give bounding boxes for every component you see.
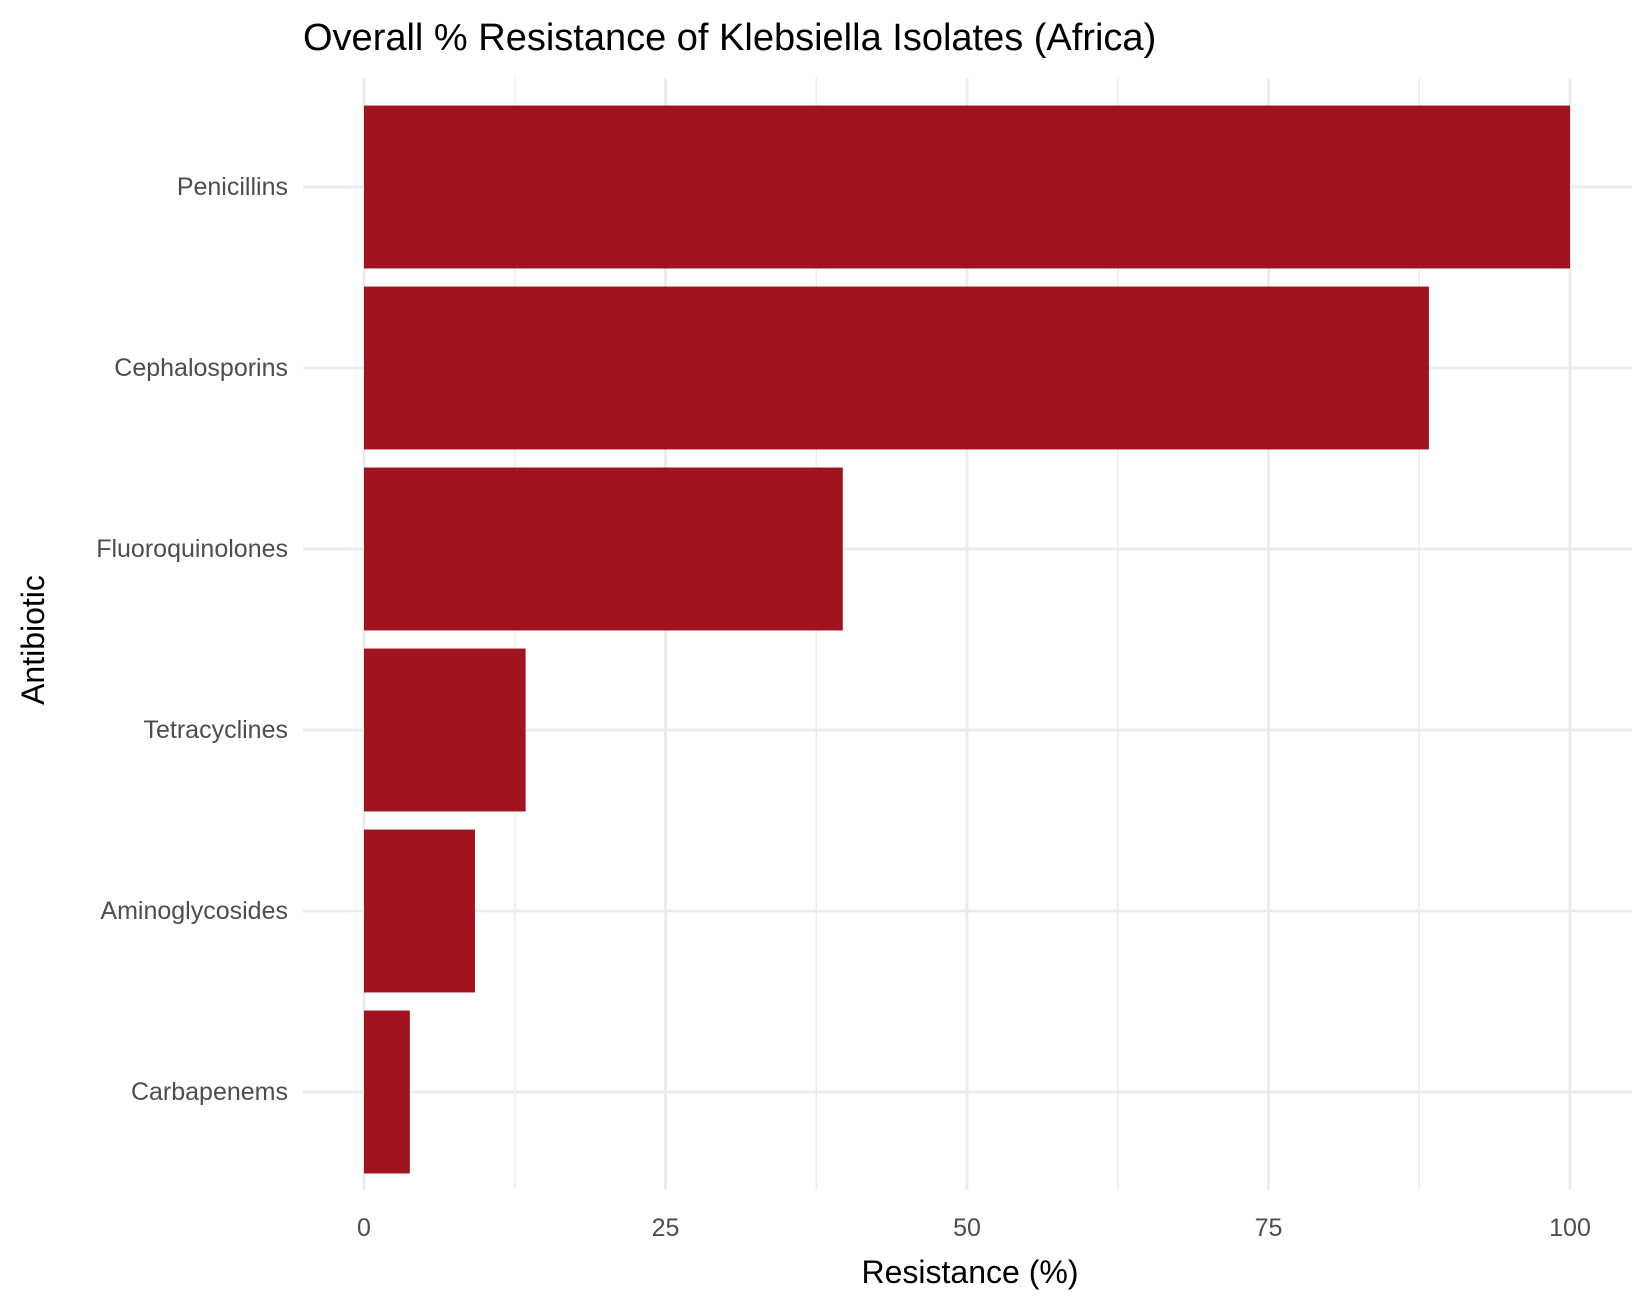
bar-penicillins (364, 105, 1570, 269)
bars (364, 105, 1570, 1174)
y-tick-label: Carbapenems (131, 1078, 288, 1106)
x-tick-label: 25 (652, 1214, 680, 1242)
y-axis-tick-labels: Penicillins Cephalosporins Fluoroquinolone… (96, 173, 288, 1106)
x-axis-title: Resistance (%) (862, 1254, 1079, 1290)
bar-tetracyclines (364, 648, 526, 812)
bar-cephalosporins (364, 286, 1429, 450)
bar-aminoglycosides (364, 829, 475, 993)
bar-fluoroquinolones (364, 467, 843, 631)
y-tick-label: Fluoroquinolones (96, 535, 288, 563)
y-tick-label: Penicillins (177, 173, 288, 201)
y-tick-label: Cephalosporins (114, 354, 288, 382)
x-tick-label: 50 (953, 1214, 981, 1242)
y-axis-title: Antibiotic (15, 575, 51, 705)
x-axis-tick-labels: 0 25 50 75 100 (357, 1214, 1591, 1242)
bar-carbapenems (364, 1010, 410, 1174)
x-tick-label: 75 (1255, 1214, 1283, 1242)
y-tick-label: Tetracyclines (144, 716, 289, 744)
y-tick-label: Aminoglycosides (100, 897, 288, 925)
x-tick-label: 100 (1549, 1214, 1591, 1242)
chart-title: Overall % Resistance of Klebsiella Isola… (303, 17, 1156, 59)
x-tick-label: 0 (357, 1214, 371, 1242)
